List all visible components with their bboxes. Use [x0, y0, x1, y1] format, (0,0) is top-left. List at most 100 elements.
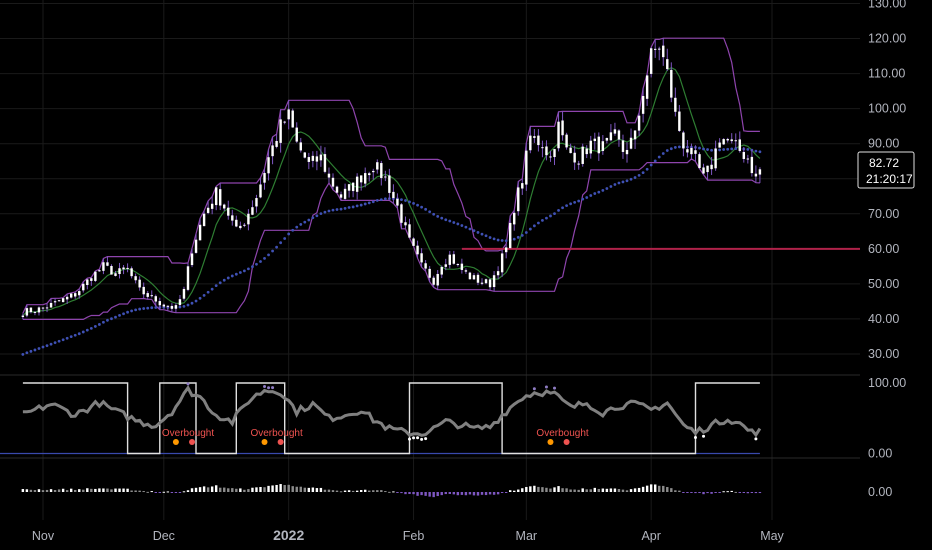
- slow-ma-dot: [420, 205, 423, 209]
- slow-ma-dot: [303, 220, 307, 224]
- candle-body: [61, 298, 65, 303]
- histogram-pane[interactable]: [21, 484, 762, 498]
- histogram-bar: [376, 490, 379, 492]
- slow-ma-dot: [500, 239, 504, 242]
- slow-ma-dot: [657, 155, 661, 159]
- histogram-bar: [53, 490, 57, 492]
- histogram-bar: [339, 491, 343, 493]
- time-tick-label: Dec: [153, 529, 175, 543]
- slow-ma-dot: [327, 209, 331, 213]
- candle-body: [541, 147, 544, 149]
- fast-ma-line: [22, 67, 761, 317]
- candle-body: [521, 183, 524, 189]
- candle-body: [674, 97, 677, 112]
- histogram-bar: [219, 487, 222, 492]
- histogram-bar: [194, 487, 198, 492]
- slow-ma-dot: [460, 224, 464, 227]
- candle-body: [416, 245, 419, 255]
- candle-body: [710, 164, 713, 170]
- slow-ma-dot: [400, 198, 403, 202]
- histogram-bar: [533, 485, 536, 492]
- oscillator-extreme-dot: [553, 386, 557, 390]
- oscillator-extreme-dot: [412, 436, 416, 440]
- candle-body: [392, 191, 395, 198]
- slow-ma-dot: [323, 210, 327, 214]
- histogram-bar: [565, 488, 568, 492]
- histogram-bar: [359, 490, 363, 492]
- candle-body: [150, 295, 153, 297]
- slow-ma-dot: [367, 201, 371, 205]
- candle-body: [444, 264, 447, 267]
- oscillator-extreme-dot: [267, 386, 271, 390]
- candle-body: [621, 140, 625, 152]
- candle-body: [670, 69, 673, 98]
- candle-body: [561, 120, 564, 136]
- histogram-bar: [347, 490, 351, 492]
- histogram-bar: [621, 489, 625, 492]
- histogram-bar: [319, 487, 323, 492]
- histogram-bar: [158, 492, 162, 493]
- histogram-bar: [114, 488, 117, 492]
- slow-ma-dot: [259, 260, 262, 263]
- slow-ma-dot: [524, 231, 528, 234]
- histogram-bar: [597, 488, 601, 492]
- oscillator-tick-label: 100.00: [868, 376, 906, 390]
- histogram-bar: [569, 489, 572, 492]
- slow-ma-dot: [114, 315, 117, 319]
- candle-body: [267, 157, 270, 174]
- histogram-bar: [452, 492, 456, 495]
- candle-body: [448, 254, 451, 265]
- slow-ma-dot: [677, 145, 681, 149]
- slow-ma-dot: [480, 232, 484, 236]
- slow-ma-dot: [218, 281, 222, 285]
- histogram-bar: [593, 487, 596, 492]
- slow-ma-dot: [589, 194, 593, 197]
- slow-ma-dot: [210, 287, 214, 291]
- price-axis[interactable]: 130.00120.00110.00100.0090.0080.0070.006…: [868, 0, 906, 499]
- price-pane[interactable]: [21, 37, 860, 356]
- candle-body: [617, 130, 621, 140]
- histogram-bar: [480, 492, 484, 495]
- oscillator-pane[interactable]: Overbought Overbought Overbought: [0, 382, 762, 455]
- candle-body: [235, 219, 238, 227]
- candle-body: [690, 148, 693, 155]
- histogram-bar: [549, 488, 552, 492]
- candle-body: [633, 130, 637, 140]
- histogram-bar: [726, 491, 729, 493]
- histogram-bar: [311, 487, 315, 492]
- signal-dot: [563, 439, 570, 445]
- histogram-bar: [408, 492, 411, 494]
- time-axis[interactable]: Nov Dec 2022 Feb Mar Apr May: [32, 527, 785, 543]
- histogram-bar: [710, 492, 713, 494]
- candle-body: [428, 268, 431, 278]
- candle-body: [110, 266, 113, 275]
- candle-body: [565, 134, 568, 148]
- histogram-bar: [247, 489, 250, 492]
- slow-ma-dot: [81, 330, 85, 334]
- slow-ma-dot: [536, 221, 540, 225]
- slow-ma-dot: [178, 305, 182, 309]
- histogram-bar: [662, 485, 665, 492]
- histogram-bar: [41, 490, 45, 492]
- slow-ma-dot: [653, 159, 657, 163]
- slow-ma-dot: [206, 290, 210, 294]
- overbought-label: Overbought: [250, 428, 302, 439]
- oscillator-band-line: [22, 382, 760, 455]
- candle-body: [388, 175, 391, 193]
- slow-ma-dot: [549, 214, 552, 218]
- histogram-bar: [609, 488, 613, 492]
- price-tick-label: 60.00: [868, 242, 899, 256]
- slow-ma-dot: [267, 253, 270, 257]
- histogram-bar: [456, 492, 460, 496]
- slow-ma-dot: [29, 349, 33, 353]
- slow-ma-dot: [97, 323, 101, 326]
- histogram-bar: [263, 487, 266, 492]
- histogram-bar: [94, 488, 97, 492]
- time-tick-label: Apr: [641, 529, 660, 543]
- candle-body: [496, 271, 500, 276]
- slow-ma-dot: [102, 320, 105, 324]
- histogram-bar: [138, 490, 141, 492]
- slow-ma-dot: [238, 271, 242, 274]
- slow-ma-dot: [746, 147, 750, 151]
